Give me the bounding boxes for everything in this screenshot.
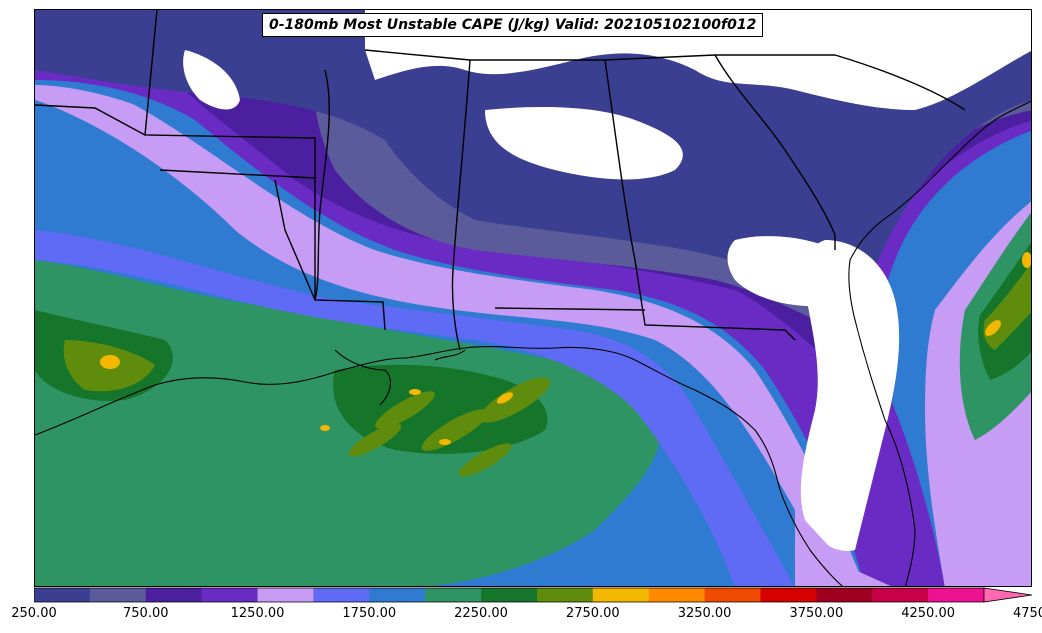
colorbar-segment: [536, 588, 594, 602]
white-alabama-area: [485, 107, 683, 180]
colorbar-segment: [648, 588, 706, 602]
colorbar: [34, 587, 1033, 603]
colorbar-segment: [257, 588, 314, 602]
colorbar-segment: [928, 588, 985, 602]
white-texas-area: [183, 50, 240, 110]
colorbar-segment: [872, 588, 929, 602]
colorbar-tick-label: 250.00: [11, 606, 57, 621]
colorbar-tick-label: 2750.00: [565, 606, 620, 621]
coastlines: [35, 100, 1031, 586]
colorbar-tick-label: 4250.00: [901, 606, 955, 621]
colorbar-tick-label: 1250.00: [230, 606, 285, 621]
cape-contour-map: [35, 10, 1031, 586]
colorbar-segment: [201, 588, 259, 602]
colorbar-segment: [816, 588, 873, 602]
atlantic-yellow-spot-2: [1022, 252, 1031, 268]
colorbar-segment: [481, 588, 538, 602]
colorbar-extend-arrow: [983, 587, 1033, 603]
colorbar-segment: [704, 588, 761, 602]
colorbar-tick-label: 3250.00: [677, 606, 732, 621]
gulf-streaks: [348, 377, 551, 477]
coastal-lightblue-band: [35, 230, 794, 586]
colorbar-segment: [425, 588, 482, 602]
colorbar-segment: [34, 588, 91, 602]
colorbar-segment: [592, 588, 650, 602]
colorbar-segment: [89, 588, 147, 602]
colorbar-tick-label: 4750.00: [1012, 606, 1042, 621]
inland-lavender-region: [35, 85, 865, 586]
map-panel: [34, 9, 1032, 587]
colorbar-tick-label: 2250.00: [454, 606, 508, 621]
colorbar-tick-label: 750.00: [123, 606, 169, 621]
florida-tip-lavender: [795, 510, 891, 586]
colorbar-segment: [369, 588, 426, 602]
atlantic-yellow-spot: [985, 320, 1001, 336]
colorbar-tick-label: 1750.00: [342, 606, 397, 621]
colorbar-tick-label: 3750.00: [789, 606, 844, 621]
map-title: 0-180mb Most Unstable CAPE (J/kg) Valid:…: [269, 17, 757, 33]
colorbar-segment: [145, 588, 203, 602]
colorbar-outline: [34, 587, 984, 603]
texas-yellow-spot: [100, 355, 120, 369]
colorbar-segment: [760, 588, 817, 602]
map-title-box: 0-180mb Most Unstable CAPE (J/kg) Valid:…: [262, 13, 764, 37]
colorbar-segment: [313, 588, 370, 602]
gulf-yellow-spots: [320, 389, 514, 445]
state-borders: [35, 10, 966, 351]
gulf-teal-region: [35, 260, 661, 586]
white-florida-area: [800, 240, 900, 551]
